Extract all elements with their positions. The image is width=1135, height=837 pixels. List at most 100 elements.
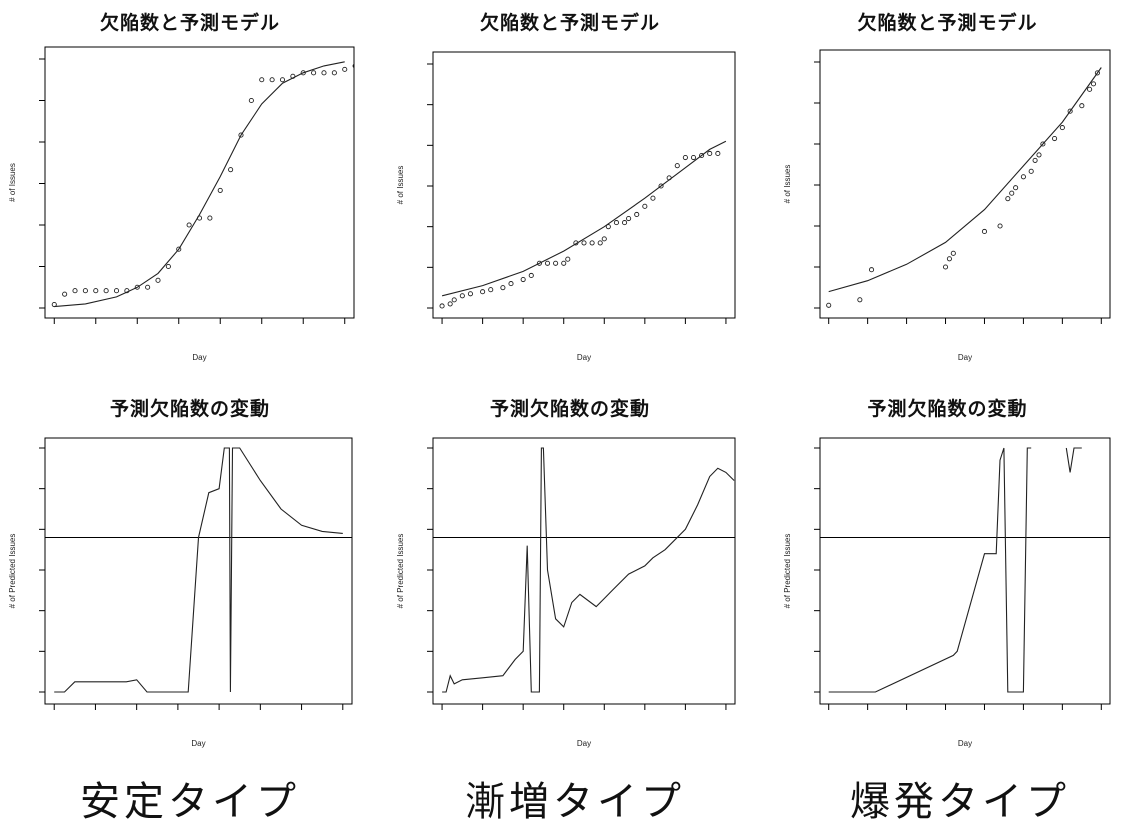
data-point	[1009, 190, 1015, 196]
chart-panel-stable-predicted: 予測欠陥数の変動 Day # of Predicted Issues	[0, 390, 380, 770]
data-point	[528, 272, 534, 279]
data-point	[1052, 135, 1058, 142]
data-point	[447, 301, 453, 307]
x-axis-label: Day	[191, 739, 205, 748]
data-point	[1087, 86, 1093, 92]
chart-panel-stable-issues: 欠陥数と予測モデル Day # of Issues	[0, 0, 380, 380]
fit-curve	[441, 140, 727, 297]
data-point	[699, 152, 705, 159]
data-point	[634, 211, 640, 218]
data-point	[642, 203, 648, 209]
data-point	[601, 236, 607, 242]
data-point	[589, 240, 595, 246]
chart-title: 欠陥数と予測モデル	[99, 12, 280, 34]
data-point	[561, 260, 567, 266]
plot-frame	[44, 437, 353, 705]
data-point	[331, 70, 337, 76]
data-point	[1040, 141, 1046, 147]
data-point	[950, 250, 956, 256]
x-axis-label: Day	[577, 353, 591, 362]
data-point	[682, 154, 688, 161]
plot-area	[439, 140, 727, 309]
data-point	[826, 302, 832, 308]
data-point	[658, 183, 664, 189]
data-point	[238, 132, 244, 138]
data-point	[605, 224, 611, 230]
data-point	[520, 276, 526, 283]
chart-explosive-issues: Day # of Issues	[783, 49, 1111, 362]
data-point	[857, 297, 863, 303]
data-point	[1067, 108, 1073, 114]
chart-gradual-predicted: Day # of Predicted Issues	[396, 437, 736, 748]
data-point	[186, 222, 192, 228]
plot-area	[826, 67, 1102, 308]
data-point	[279, 77, 286, 83]
data-point	[145, 284, 151, 290]
plot-frame	[44, 46, 355, 319]
chart-title: 欠陥数と予測モデル	[857, 12, 1038, 34]
y-axis-label: # of Issues	[396, 166, 405, 205]
data-point	[597, 240, 603, 246]
data-point	[868, 267, 875, 273]
data-point	[480, 289, 486, 295]
series-line	[54, 447, 343, 693]
data-point	[1036, 152, 1042, 158]
data-point	[488, 287, 494, 293]
chart-panel-explosive-predicted: 予測欠陥数の変動 Day # of Predicted Issues	[760, 390, 1135, 770]
data-point	[622, 220, 628, 226]
x-axis-label: Day	[958, 353, 972, 362]
data-point	[674, 163, 680, 169]
chart-stable-issues: Day # of Issues	[8, 46, 367, 362]
fit-curve	[828, 67, 1102, 293]
data-point	[451, 297, 457, 303]
chart-title: 予測欠陥数の変動	[109, 398, 270, 420]
data-point	[613, 220, 619, 226]
data-point	[248, 97, 254, 104]
data-point	[207, 215, 213, 221]
data-point	[113, 288, 120, 294]
data-point	[997, 223, 1003, 229]
data-point	[650, 195, 656, 201]
data-point	[82, 288, 88, 294]
data-point	[1005, 196, 1011, 202]
type-label-stable: 安定タイプ	[80, 779, 300, 825]
fit-curve	[54, 61, 345, 308]
x-axis-label: Day	[577, 739, 591, 748]
data-point	[311, 70, 317, 76]
data-point	[176, 246, 182, 252]
data-point	[500, 285, 506, 291]
data-point	[300, 70, 306, 76]
data-point	[165, 263, 171, 270]
data-point	[946, 256, 952, 262]
data-point	[259, 77, 265, 83]
data-point	[1028, 168, 1034, 174]
data-point	[342, 66, 348, 72]
plot-area	[45, 447, 352, 693]
chart-panel-gradual-issues: 欠陥数と予測モデル Day # of Issues	[380, 0, 760, 380]
data-point	[155, 277, 161, 283]
chart-panel-explosive-issues: 欠陥数と予測モデル Day # of Issues	[760, 0, 1135, 380]
data-point	[942, 264, 949, 270]
y-axis-label: # of Predicted Issues	[8, 534, 17, 609]
data-point	[1090, 81, 1097, 87]
data-point	[707, 150, 713, 157]
data-point	[134, 284, 140, 290]
data-point	[321, 70, 327, 76]
plot-frame	[432, 51, 736, 319]
data-point	[690, 154, 697, 161]
y-axis-label: # of Issues	[8, 163, 17, 202]
data-point	[62, 291, 68, 297]
plot-area	[51, 61, 367, 308]
data-point	[72, 288, 78, 294]
plot-frame	[819, 49, 1111, 319]
data-point	[269, 77, 275, 83]
chart-panel-gradual-predicted: 予測欠陥数の変動 Day # of Predicted Issues	[380, 390, 760, 770]
data-point	[1032, 157, 1038, 163]
data-point	[508, 281, 514, 287]
type-label-explosive: 爆発タイプ	[850, 779, 1070, 825]
chart-title: 欠陥数と予測モデル	[479, 12, 660, 34]
plot-area	[433, 447, 735, 693]
data-point	[363, 64, 367, 68]
data-point	[1059, 125, 1065, 131]
data-point	[553, 260, 559, 266]
